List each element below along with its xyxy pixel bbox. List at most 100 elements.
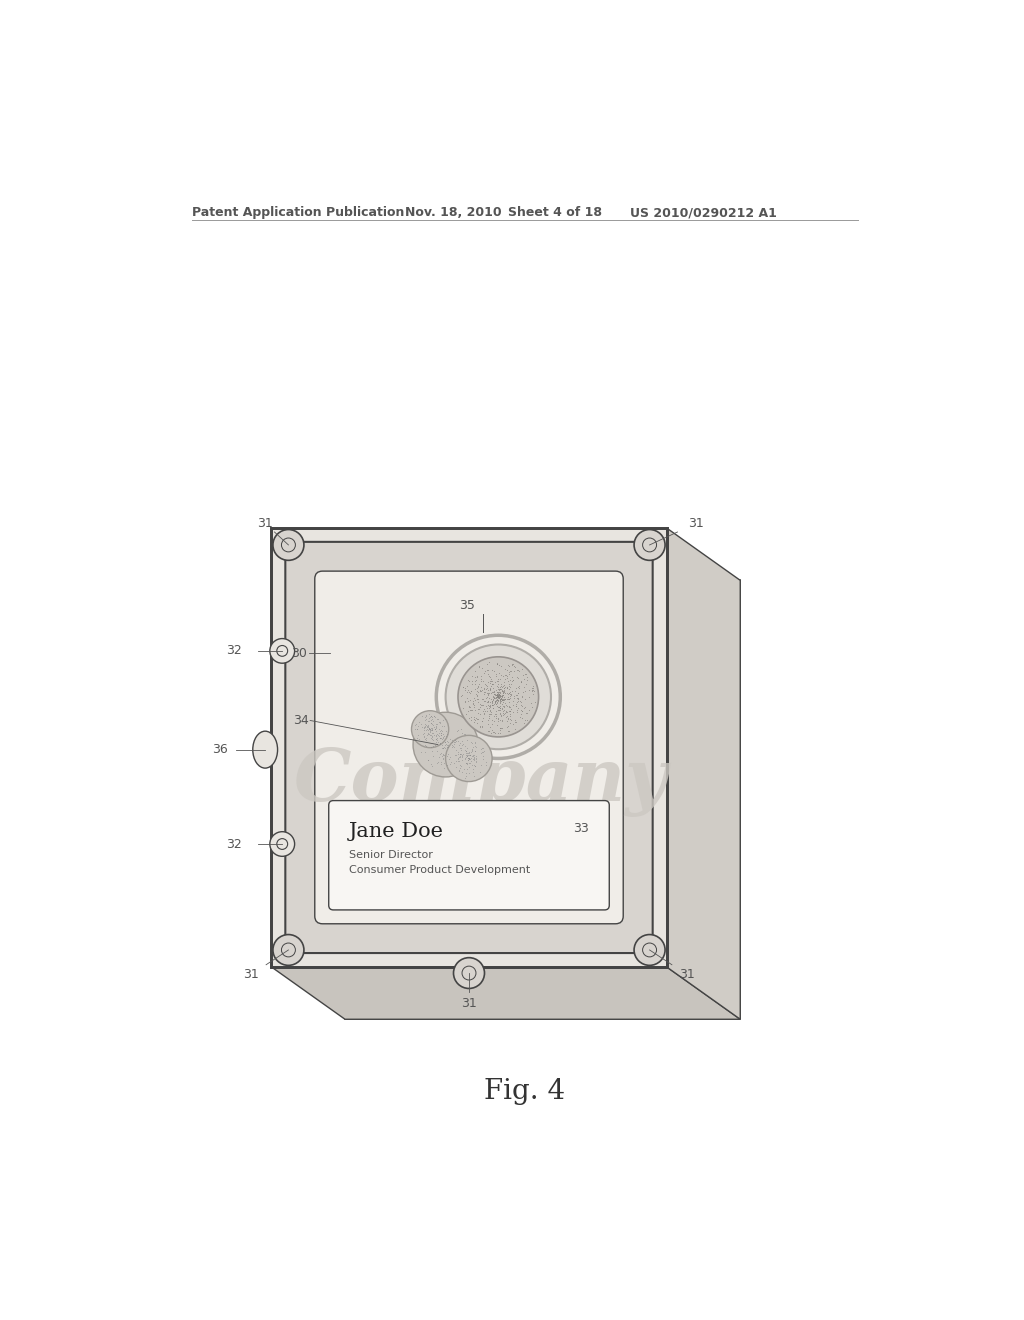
Point [641,917,657,939]
Point [488,686,505,708]
Point [513,686,529,708]
Point [486,686,503,708]
Point [337,620,353,642]
Point [420,603,436,624]
Point [288,610,304,631]
Point [632,771,648,792]
Point [432,727,449,748]
Point [487,664,504,685]
Point [395,746,412,767]
Point [355,824,372,845]
Point [421,704,437,725]
Point [394,675,411,696]
Point [534,878,550,899]
Point [539,606,555,627]
Point [371,875,387,896]
Point [528,714,545,735]
Point [391,807,408,828]
Point [494,680,510,701]
Point [504,759,520,780]
Point [460,744,476,766]
Point [480,690,497,711]
Point [634,655,650,676]
Point [494,673,510,694]
Point [487,704,504,725]
Point [567,937,584,958]
Point [365,582,381,603]
Point [324,803,340,824]
Point [561,767,578,788]
Point [601,632,617,653]
Point [379,609,395,630]
Point [597,552,613,573]
Point [280,734,296,755]
Point [443,803,460,824]
Point [501,689,517,710]
Point [357,696,374,717]
Point [490,685,507,706]
Point [482,696,499,717]
Point [361,630,378,651]
Point [475,689,492,710]
Point [488,714,505,735]
Point [426,725,442,746]
Point [499,701,515,722]
Point [421,611,437,632]
Point [572,759,589,780]
Point [493,689,509,710]
Point [429,644,445,665]
Point [498,706,514,727]
Point [297,796,313,817]
Point [489,681,506,702]
Point [528,701,545,722]
Point [602,800,618,821]
Point [605,647,622,668]
Point [586,908,602,929]
Point [318,630,335,651]
Point [602,566,618,587]
Point [460,701,476,722]
Point [416,719,432,741]
Point [420,710,436,731]
Point [490,688,507,709]
Point [494,686,510,708]
Point [422,589,438,610]
Point [393,587,410,609]
Point [597,804,613,825]
Point [458,752,474,774]
Point [416,639,432,660]
Point [294,879,310,900]
Point [507,709,523,730]
Point [489,681,506,702]
Point [452,747,468,768]
Point [343,896,359,917]
Point [347,886,364,907]
Point [467,709,483,730]
Point [456,734,472,755]
Point [365,920,381,941]
Point [309,659,326,680]
Point [429,723,445,744]
Point [498,694,514,715]
Point [415,913,431,935]
Point [547,553,563,574]
Point [417,742,433,763]
Point [445,836,462,857]
Point [490,663,507,684]
Point [423,718,439,739]
Point [552,845,568,866]
Point [635,779,651,800]
Point [289,907,305,928]
Point [450,730,466,751]
Point [510,725,526,746]
Point [511,894,527,915]
Point [280,840,296,861]
Text: 34: 34 [293,714,308,727]
Point [431,721,447,742]
Point [437,566,454,587]
Point [329,810,345,832]
Point [365,664,381,685]
Point [494,651,510,672]
Point [630,647,646,668]
Point [597,865,613,886]
